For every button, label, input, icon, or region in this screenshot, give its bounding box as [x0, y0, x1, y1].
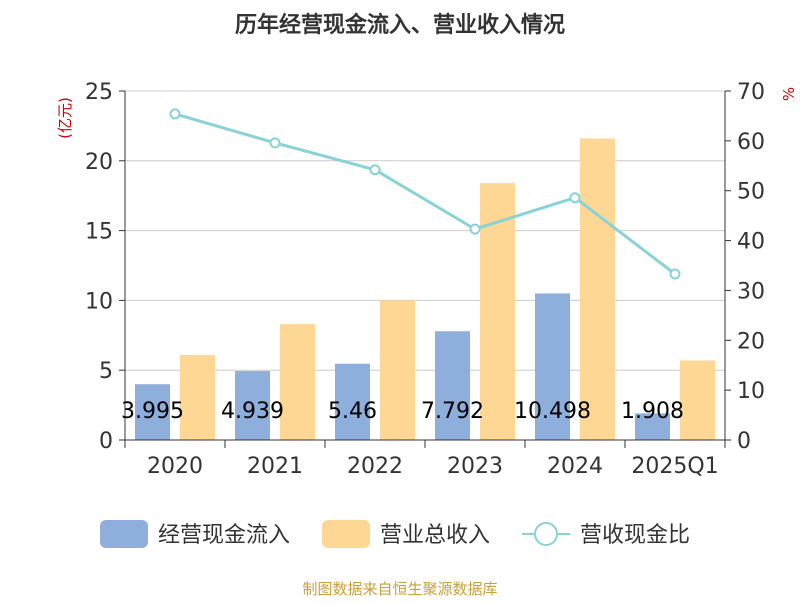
legend-swatch [322, 520, 370, 548]
bar [535, 293, 570, 440]
y-left-tick-label: 20 [85, 150, 113, 175]
y-right-tick-label: 40 [737, 230, 765, 255]
bar [280, 324, 315, 440]
y-right-tick-label: 20 [737, 329, 765, 354]
bar [435, 331, 470, 440]
source-note: 制图数据来自恒生聚源数据库 [302, 580, 497, 598]
line-point [469, 223, 481, 235]
y-axis-left-label: (亿元) [56, 97, 74, 139]
y-right-tick-label: 10 [737, 379, 765, 404]
bar [580, 138, 615, 441]
legend-marker [534, 522, 558, 546]
bar-data-label: 1.908 [621, 399, 684, 424]
bar [235, 371, 270, 440]
y-right-tick-label: 30 [737, 279, 765, 304]
legend-label: 营业总收入 [380, 523, 490, 548]
bar [135, 384, 170, 440]
line-point [669, 268, 681, 280]
y-axis-right-label: % [780, 87, 798, 101]
y-left-tick-label: 25 [85, 80, 113, 105]
bar-data-label: 7.792 [421, 399, 484, 424]
x-tick-label: 2022 [347, 454, 403, 479]
bar [680, 360, 715, 440]
bar-data-label: 10.498 [514, 399, 591, 424]
bar-data-label: 3.995 [121, 399, 184, 424]
x-tick-label: 2023 [447, 454, 503, 479]
bar-data-label: 4.939 [221, 399, 284, 424]
line-series [169, 108, 681, 280]
bars [135, 138, 715, 441]
bar-data-label: 5.46 [328, 399, 377, 424]
line-path [174, 112, 676, 276]
x-tick-label: 2024 [547, 454, 603, 479]
x-tick-label: 2020 [147, 454, 203, 479]
data-labels: 3.995 4.939 5.46 7.792 10.498 1.908 [121, 399, 684, 424]
bar [335, 363, 370, 440]
y-left-tick-label: 0 [99, 429, 113, 454]
chart-title: 历年经营现金流入、营业收入情况 [235, 12, 565, 38]
x-tick-label: 2021 [247, 454, 303, 479]
y-right-tick-label: 0 [737, 429, 751, 454]
y-left-tick-label: 15 [85, 220, 113, 245]
axes: 0 5 10 15 20 25 0 10 20 30 40 50 60 70 (亿元)% 2020 2021 20… [56, 80, 798, 479]
bar [380, 300, 415, 440]
y-left-tick-label: 5 [99, 359, 113, 384]
y-right-tick-label: 50 [737, 180, 765, 205]
legend-label: 营收现金比 [580, 523, 690, 548]
y-right-tick-label: 60 [737, 130, 765, 155]
line-point [269, 137, 281, 149]
x-tick-label: 2025Q1 [631, 454, 718, 479]
legend-label: 经营现金流入 [158, 523, 290, 548]
y-left-tick-label: 10 [85, 289, 113, 314]
line-point [369, 164, 381, 176]
legend: 经营现金流入 营业总收入 营收现金比 [100, 520, 690, 548]
grid-lines [125, 90, 725, 371]
bar [180, 354, 215, 440]
line-point [169, 108, 181, 120]
bar [635, 413, 670, 440]
legend-swatch [100, 520, 148, 548]
y-right-tick-label: 70 [737, 80, 765, 105]
line-point [569, 192, 581, 204]
